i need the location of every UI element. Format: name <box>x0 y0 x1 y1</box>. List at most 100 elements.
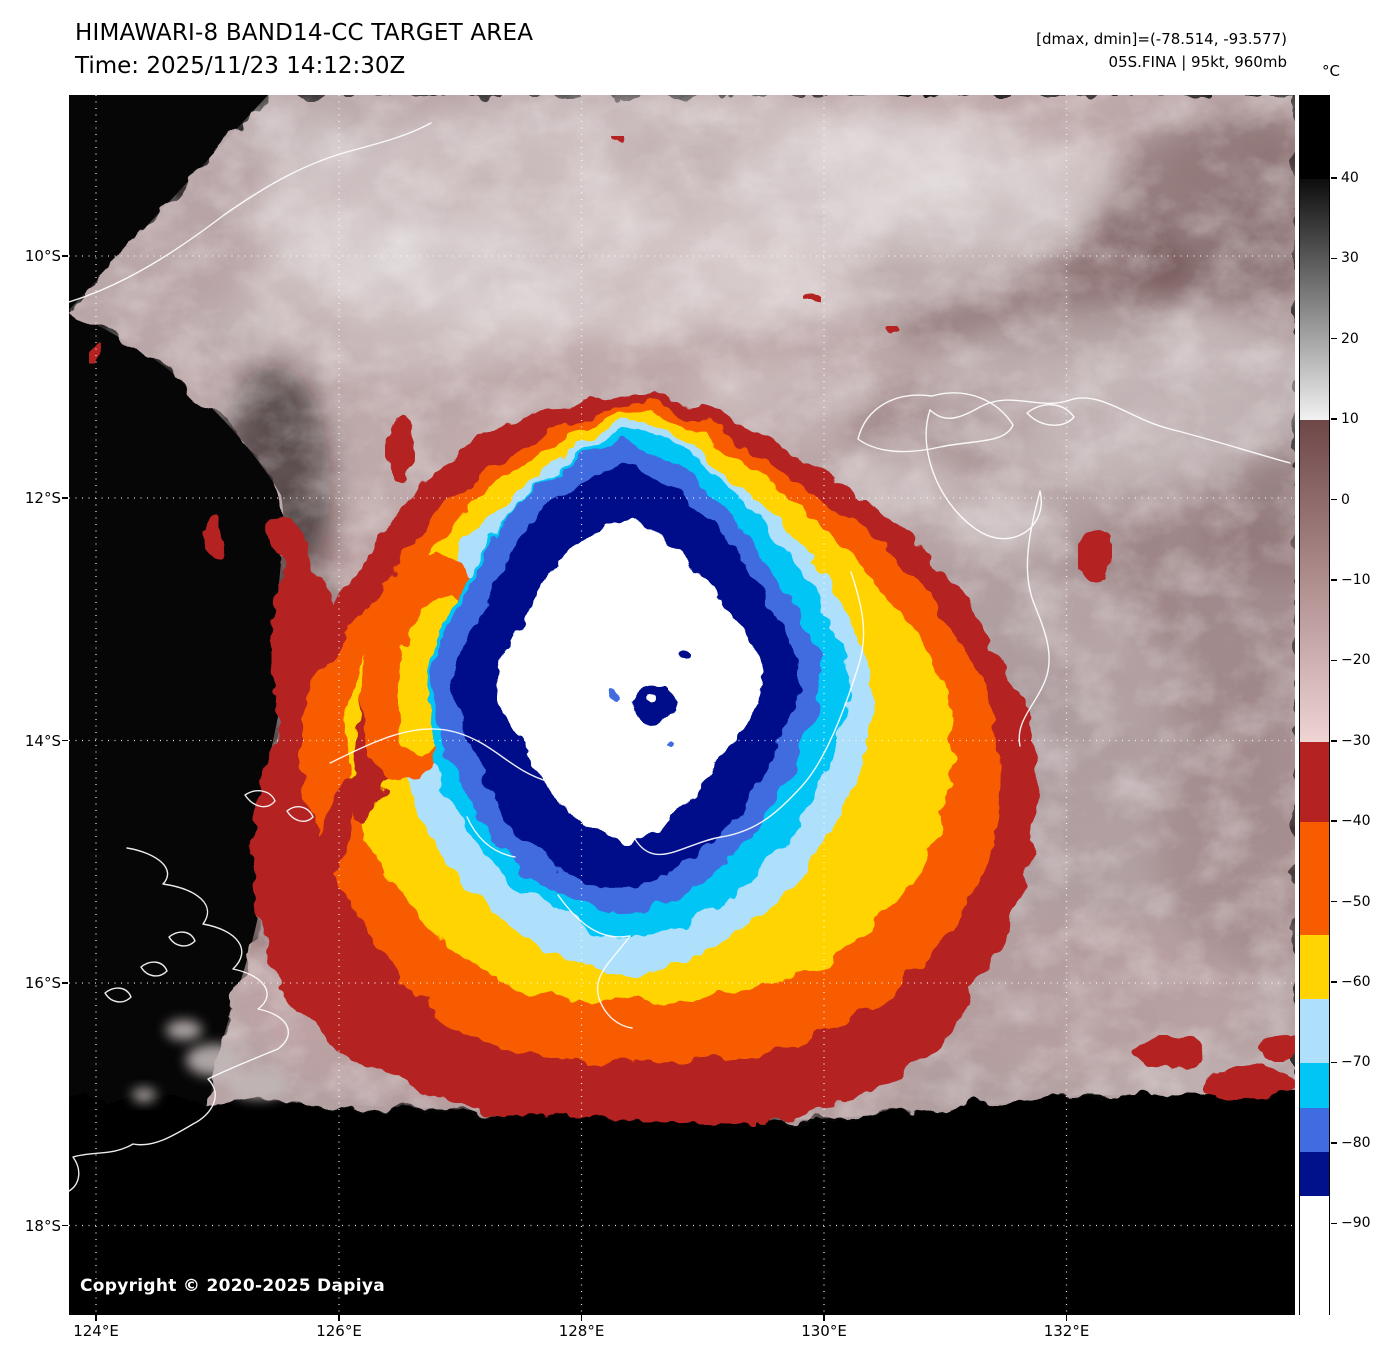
colorbar-tick-label: 40 <box>1341 169 1359 186</box>
low-cloud-patch <box>186 1044 242 1076</box>
colorbar-tick <box>1331 981 1337 983</box>
cold-speck-1 <box>677 650 691 660</box>
colorbar-tick-label: −90 <box>1341 1215 1371 1232</box>
colorbar-tick-label: −80 <box>1341 1134 1371 1151</box>
coastlines <box>69 122 1291 1192</box>
colorbar-segment <box>1300 934 1329 1000</box>
low-cloud-patch <box>166 1020 202 1040</box>
cold-overshoot-patch <box>883 327 901 339</box>
lon-axis-tick <box>823 1315 825 1321</box>
colorbar-tick-label: −70 <box>1341 1054 1371 1071</box>
colorbar-tick <box>1331 740 1337 742</box>
cold-overshoot-patch <box>612 137 628 147</box>
lat-axis-tick <box>62 982 68 984</box>
cold-overshoot-patch <box>1130 1037 1210 1069</box>
colorbar-tick-label: 0 <box>1341 491 1350 508</box>
lon-tick-label: 130°E <box>801 1322 847 1340</box>
cold-overshoot-patch <box>90 344 100 362</box>
cold-overshoot-patch <box>204 513 224 557</box>
spiral-band-south <box>483 983 972 1133</box>
colorbar-tick-label: −50 <box>1341 893 1371 910</box>
coast-island-b <box>140 961 168 977</box>
lat-axis-tick <box>62 497 68 499</box>
lat-tick-label: 18°S <box>24 1216 61 1235</box>
colorbar-tick <box>1331 177 1337 179</box>
lat-axis-tick <box>62 255 68 257</box>
colorbar-tick-label: 20 <box>1341 330 1359 347</box>
eye-pin <box>648 695 658 703</box>
low-cloud-patch <box>132 1088 156 1102</box>
colorbar-tick-label: −20 <box>1341 652 1371 669</box>
colorbar-segment <box>1300 999 1329 1064</box>
colorbar-tick-label: −30 <box>1341 732 1371 749</box>
colorbar-segment <box>1300 178 1329 421</box>
lat-tick-label: 12°S <box>24 489 61 507</box>
coast-van-diemen-gulf <box>925 409 1050 747</box>
colorbar-segment <box>1300 1107 1329 1153</box>
colorbar-tick-label: −60 <box>1341 974 1371 991</box>
colorbar <box>1299 95 1330 1317</box>
cold-overshoot-patch <box>1080 531 1110 583</box>
colorbar-segment <box>1300 822 1329 936</box>
cold-speck-3 <box>665 740 673 746</box>
colorbar-tick <box>1331 418 1337 420</box>
cold-speck-2 <box>608 690 620 700</box>
coast-island-c <box>168 931 196 947</box>
colorbar-tick <box>1331 257 1337 259</box>
colorbar-tick-label: −10 <box>1341 571 1371 588</box>
coast-island-a <box>104 987 132 1003</box>
eye-dot <box>629 684 678 723</box>
lat-axis-tick <box>62 1224 68 1227</box>
spiral-orange-1 <box>396 966 634 1060</box>
colorbar-segment <box>1300 96 1329 180</box>
lon-tick-label: 124°E <box>73 1322 119 1340</box>
coast-bonaparte-2 <box>466 816 516 858</box>
coast-kimberley <box>69 847 290 1192</box>
colorbar-segment <box>1300 1063 1329 1109</box>
coast-island-2 <box>1026 404 1075 426</box>
colorbar-tick <box>1331 1222 1337 1225</box>
satellite-map <box>69 95 1295 1315</box>
lat-axis-tick <box>62 739 68 742</box>
bottom-warm-mask <box>69 1091 1295 1315</box>
copyright-label: Copyright © 2020-2025 Dapiya <box>80 1276 385 1296</box>
coast-tiwi-islands <box>857 392 1014 453</box>
low-cloud-patch <box>229 1071 289 1099</box>
colorbar-segment <box>1300 1151 1329 1197</box>
colorbar-tick <box>1331 498 1337 501</box>
bright-cloud-patch <box>233 506 277 574</box>
colorbar-segment <box>1300 420 1329 743</box>
lon-tick-label: 128°E <box>558 1322 605 1340</box>
cyclone-rings <box>251 397 1036 1133</box>
satellite-image-svg <box>69 95 1295 1315</box>
lat-tick-label: 16°S <box>24 974 61 992</box>
colorbar-tick-label: −40 <box>1341 813 1371 830</box>
colorbar-tick <box>1331 337 1337 340</box>
colorbar-tick <box>1331 1061 1337 1064</box>
coast-arnhem <box>929 397 1291 464</box>
lon-axis-tick <box>580 1315 583 1321</box>
dmax-dmin-label: [dmax, dmin]=(-78.514, -93.577) <box>1036 30 1287 48</box>
colorbar-tick <box>1331 579 1337 581</box>
storm-info-label: 05S.FINA | 95kt, 960mb <box>1108 53 1287 71</box>
lat-tick-label: 10°S <box>24 247 61 265</box>
coast-bonaparte-1 <box>557 894 633 1029</box>
colorbar-unit-label: °C <box>1322 62 1340 80</box>
colorbar-tick <box>1331 900 1337 903</box>
colorbar-tick <box>1331 1142 1337 1144</box>
spiral-band-west <box>267 512 353 658</box>
colorbar-tick <box>1331 820 1337 822</box>
lon-axis-tick <box>338 1315 340 1321</box>
lon-axis-tick <box>1065 1315 1068 1321</box>
coast-island-d <box>244 790 276 808</box>
colorbar-tick-label: 10 <box>1341 411 1359 428</box>
lon-tick-label: 126°E <box>316 1322 362 1340</box>
lon-tick-label: 132°E <box>1043 1322 1090 1340</box>
cold-overshoot-patch <box>1261 1034 1295 1060</box>
lon-axis-tick <box>95 1315 97 1321</box>
scan-edge-mask <box>69 1091 1295 1315</box>
central-dense-overcast <box>494 519 765 841</box>
cold-overshoot-patch <box>387 416 413 484</box>
cold-overshoot-patch <box>1215 1087 1255 1103</box>
